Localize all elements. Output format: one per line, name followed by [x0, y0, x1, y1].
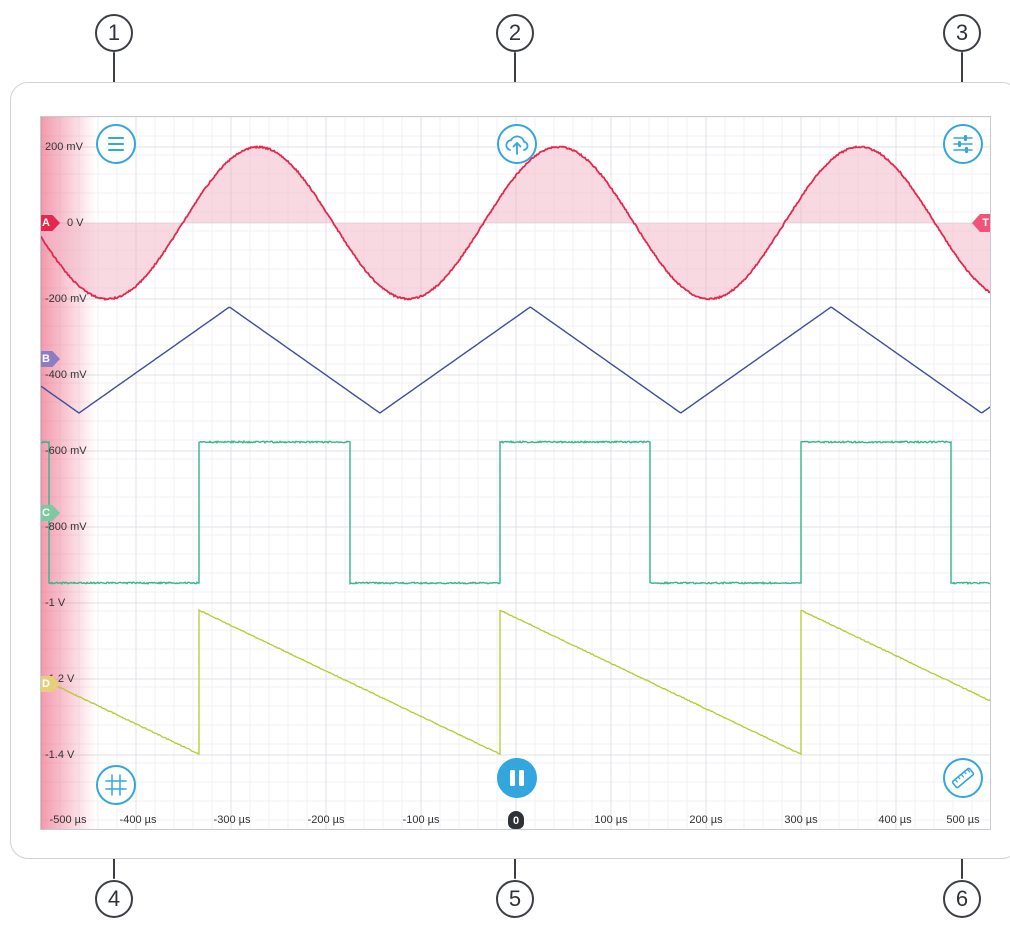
time-label: -100 µs: [403, 814, 440, 826]
sliders-icon: [945, 126, 981, 162]
callout-4: 4: [95, 880, 133, 918]
menu-button[interactable]: [96, 124, 136, 164]
voltage-label: -200 mV: [45, 293, 87, 305]
voltage-label: -800 mV: [45, 521, 87, 533]
oscilloscope-screen: 200 mV 0 V -200 mV -400 mV -600 mV -800 …: [40, 116, 991, 830]
voltage-label: 200 mV: [45, 141, 83, 153]
measure-button[interactable]: [943, 758, 983, 798]
waveform-display[interactable]: [41, 117, 991, 830]
time-label: -400 µs: [120, 814, 157, 826]
voltage-label: -600 mV: [45, 445, 87, 457]
export-button[interactable]: [497, 124, 537, 164]
callout-3: 3: [943, 14, 981, 52]
voltage-label: -400 mV: [45, 369, 87, 381]
settings-button[interactable]: [943, 124, 983, 164]
trigger-time-zero-marker[interactable]: 0: [508, 811, 524, 829]
time-label: 100 µs: [594, 814, 627, 826]
time-label: -500 µs: [50, 814, 87, 826]
time-label: 300 µs: [784, 814, 817, 826]
grid-button[interactable]: [96, 765, 136, 805]
time-label: 400 µs: [878, 814, 911, 826]
time-label: 200 µs: [689, 814, 722, 826]
callout-2: 2: [496, 14, 534, 52]
graticule-grid: [41, 117, 991, 830]
time-label: -200 µs: [308, 814, 345, 826]
time-label: 500 µs: [946, 814, 979, 826]
time-label: -300 µs: [214, 814, 251, 826]
grid-icon: [98, 767, 134, 803]
voltage-label: 0 V: [67, 217, 84, 229]
callout-6: 6: [943, 880, 981, 918]
pause-button[interactable]: [497, 758, 537, 798]
menu-icon: [98, 126, 134, 162]
ruler-icon: [945, 760, 981, 796]
callout-1: 1: [95, 14, 133, 52]
voltage-label: -1.4 V: [45, 749, 74, 761]
pause-icon: [499, 760, 535, 796]
voltage-label: -1 V: [45, 597, 65, 609]
cloud-upload-icon: [499, 126, 535, 162]
callout-5: 5: [496, 880, 534, 918]
